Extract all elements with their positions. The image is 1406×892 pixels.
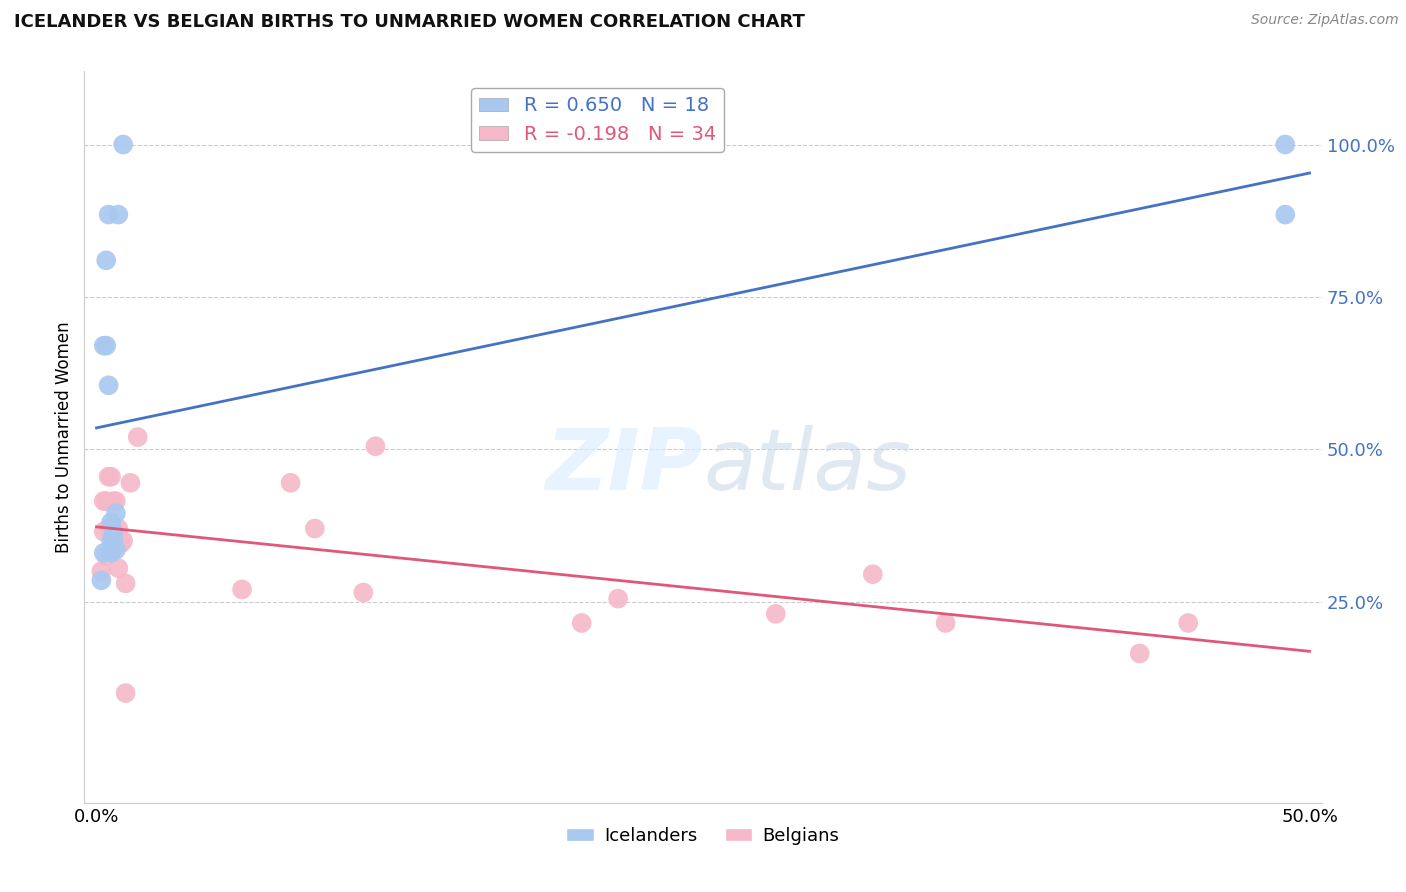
Point <box>103 524 125 539</box>
Point <box>231 582 253 597</box>
Point <box>112 137 135 152</box>
Point <box>110 537 132 551</box>
Point <box>107 208 129 222</box>
Legend: Icelanders, Belgians: Icelanders, Belgians <box>560 820 846 852</box>
Point <box>1177 615 1199 630</box>
Point <box>862 567 884 582</box>
Point <box>93 338 115 352</box>
Point <box>352 585 374 599</box>
Point <box>90 574 112 588</box>
Point <box>120 475 142 490</box>
Point <box>96 549 118 563</box>
Point <box>96 338 118 352</box>
Point <box>93 524 115 539</box>
Point <box>100 521 122 535</box>
Point <box>304 521 326 535</box>
Point <box>571 615 593 630</box>
Point <box>93 546 115 560</box>
Point <box>97 521 120 535</box>
Point <box>104 506 127 520</box>
Point <box>103 533 125 548</box>
Point <box>93 494 115 508</box>
Text: ICELANDER VS BELGIAN BIRTHS TO UNMARRIED WOMEN CORRELATION CHART: ICELANDER VS BELGIAN BIRTHS TO UNMARRIED… <box>14 13 804 31</box>
Point <box>97 378 120 392</box>
Point <box>100 516 122 530</box>
Point <box>90 564 112 578</box>
Point <box>96 494 118 508</box>
Point <box>104 542 127 557</box>
Point <box>97 469 120 483</box>
Point <box>765 607 787 621</box>
Point <box>100 546 122 560</box>
Point <box>114 686 136 700</box>
Point <box>107 561 129 575</box>
Point <box>364 439 387 453</box>
Point <box>104 537 127 551</box>
Point <box>110 533 132 548</box>
Point <box>103 537 125 551</box>
Point <box>97 208 120 222</box>
Point <box>107 521 129 535</box>
Text: Source: ZipAtlas.com: Source: ZipAtlas.com <box>1251 13 1399 28</box>
Point <box>103 494 125 508</box>
Point <box>1129 647 1152 661</box>
Point <box>1274 137 1296 152</box>
Y-axis label: Births to Unmarried Women: Births to Unmarried Women <box>55 321 73 553</box>
Point <box>112 533 135 548</box>
Point <box>127 430 149 444</box>
Point <box>96 253 118 268</box>
Point <box>114 576 136 591</box>
Point <box>104 494 127 508</box>
Point <box>100 533 122 548</box>
Point <box>1274 208 1296 222</box>
Text: ZIP: ZIP <box>546 425 703 508</box>
Text: atlas: atlas <box>703 425 911 508</box>
Point <box>607 591 630 606</box>
Point <box>280 475 302 490</box>
Point <box>935 615 957 630</box>
Point <box>100 469 122 483</box>
